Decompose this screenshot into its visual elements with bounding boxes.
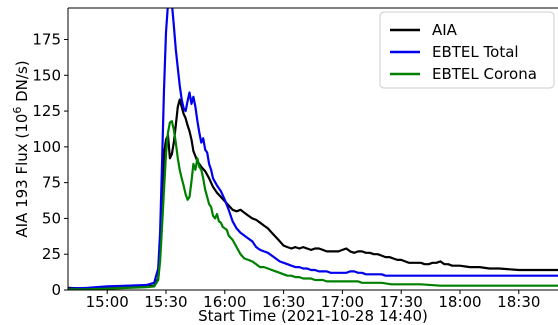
y-axis-label-suffix: DN/s) — [13, 60, 31, 106]
y-tick-label: 25 — [42, 245, 61, 263]
y-tick-label: 125 — [32, 102, 61, 120]
y-tick-label: 100 — [32, 138, 61, 156]
series-line-0 — [68, 98, 558, 290]
x-tick-label: 15:00 — [86, 293, 129, 311]
series-line-2 — [68, 120, 558, 290]
x-tick-label: 18:00 — [438, 293, 481, 311]
x-tick-label: 17:00 — [321, 293, 364, 311]
x-tick-label: 17:30 — [380, 293, 423, 311]
x-axis-label: Start Time (2021-10-28 14:40) — [198, 307, 428, 325]
y-axis-label-exponent: 6 — [11, 107, 24, 114]
legend-label-2: EBTEL Corona — [432, 65, 537, 83]
x-tick-label: 15:30 — [144, 293, 187, 311]
y-tick-label: 175 — [32, 30, 61, 48]
legend-frame — [379, 11, 555, 89]
x-tick-label: 18:30 — [497, 293, 540, 311]
legend-label-0: AIA — [432, 21, 458, 39]
y-tick-label: 0 — [51, 281, 61, 299]
plot-layer — [68, 8, 558, 290]
y-axis-label-prefix: AIA 193 Flux (10 — [13, 114, 31, 238]
x-tick-label: 16:30 — [262, 293, 305, 311]
y-tick-label: 150 — [32, 66, 61, 84]
y-tick-label: 50 — [42, 209, 61, 227]
y-axis-label: AIA 193 Flux (106 DN/s) — [11, 60, 31, 237]
axes-layer: 15:00 15:30 16:00 16:30 17:00 17:30 18:00 18:30… — [32, 7, 558, 311]
legend-label-1: EBTEL Total — [432, 43, 519, 61]
y-tick-label: 75 — [42, 174, 61, 192]
series-line-1 — [68, 8, 558, 290]
x-tick-label: 16:00 — [203, 293, 246, 311]
legend: AIA EBTEL Total EBTEL Corona — [379, 11, 555, 89]
